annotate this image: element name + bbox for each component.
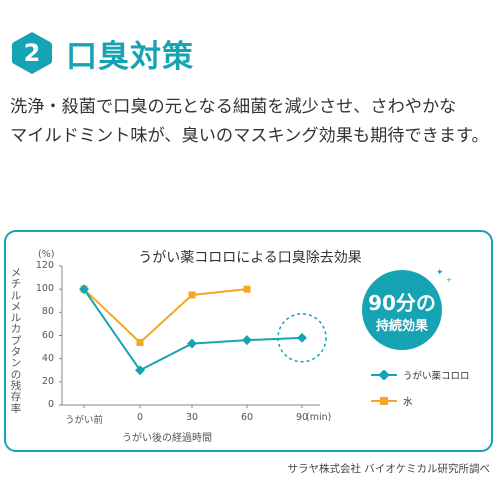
y-tick-label: 0 — [47, 399, 54, 410]
duration-badge-line-2: 持続効果 — [375, 319, 428, 334]
y-tick-label: 40 — [41, 352, 54, 364]
source-note: サラヤ株式会社 バイオケミカル研究所調べ — [287, 463, 490, 475]
y-tick-label: 60 — [41, 329, 54, 341]
chart-axes — [59, 265, 320, 408]
duration-badge: 90分の 持続効果 — [362, 270, 442, 350]
x-tick-label: 90 — [295, 412, 309, 423]
series-water — [80, 285, 251, 346]
legend-label-water: 水 — [403, 397, 413, 408]
series-kororo — [79, 284, 307, 376]
data-point — [243, 285, 251, 293]
x-axis-unit: (min) — [306, 412, 332, 423]
highlight-circle — [277, 313, 327, 363]
sparkle-icon: + — [446, 276, 452, 284]
section-title: 口臭対策 — [66, 38, 194, 75]
series-line — [83, 288, 303, 372]
legend-item-water: 水 — [371, 394, 413, 408]
number-badge: 2 — [10, 30, 54, 76]
hexagon-icon — [12, 32, 52, 74]
data-point — [136, 338, 144, 346]
data-point — [187, 338, 197, 349]
legend-marker-diamond — [371, 370, 397, 380]
duration-badge-line-1: 90分の — [368, 291, 436, 315]
y-tick-label: 80 — [41, 306, 54, 318]
data-point — [188, 291, 196, 299]
chart-title: うがい薬コロロによる口臭除去効果 — [138, 250, 362, 266]
data-point — [242, 335, 252, 346]
data-point — [135, 365, 145, 376]
highlight-dashed-circle — [277, 313, 327, 363]
y-tick-label: 100 — [35, 283, 54, 295]
y-tick-label: 120 — [35, 260, 54, 271]
x-tick-label: 30 — [185, 412, 199, 423]
description-line-2: マイルドミント味が、臭いのマスキング効果も期待できます。 — [10, 126, 489, 146]
legend-marker-square — [371, 397, 397, 405]
badge-number: 2 — [23, 39, 41, 67]
chart-panel — [4, 230, 493, 452]
legend-item-kororo: うがい薬コロロ — [371, 368, 470, 382]
sparkle-icon: ✦ — [436, 268, 444, 278]
x-axis-label: うがい後の経過時間 — [122, 433, 212, 444]
series-line — [83, 288, 248, 344]
description-line-1: 洗浄・殺菌で口臭の元となる細菌を減少させ、さわやかな — [10, 97, 457, 117]
legend-label-kororo: うがい薬コロロ — [403, 371, 470, 382]
y-axis-unit: (%) — [38, 249, 55, 260]
description: 洗浄・殺菌で口臭の元となる細菌を減少させ、さわやかな マイルドミント味が、臭いの… — [10, 93, 495, 151]
section-header: 2 口臭対策 — [10, 30, 194, 76]
x-tick-label: 60 — [240, 412, 254, 423]
x-tick-label: うがい前 — [64, 415, 103, 426]
y-axis-label: メチルメルカプタンの残存率 — [10, 267, 22, 415]
chart-series — [79, 284, 307, 376]
data-point — [297, 332, 307, 343]
y-tick-label: 20 — [41, 375, 54, 387]
x-tick-label: 0 — [136, 412, 144, 423]
